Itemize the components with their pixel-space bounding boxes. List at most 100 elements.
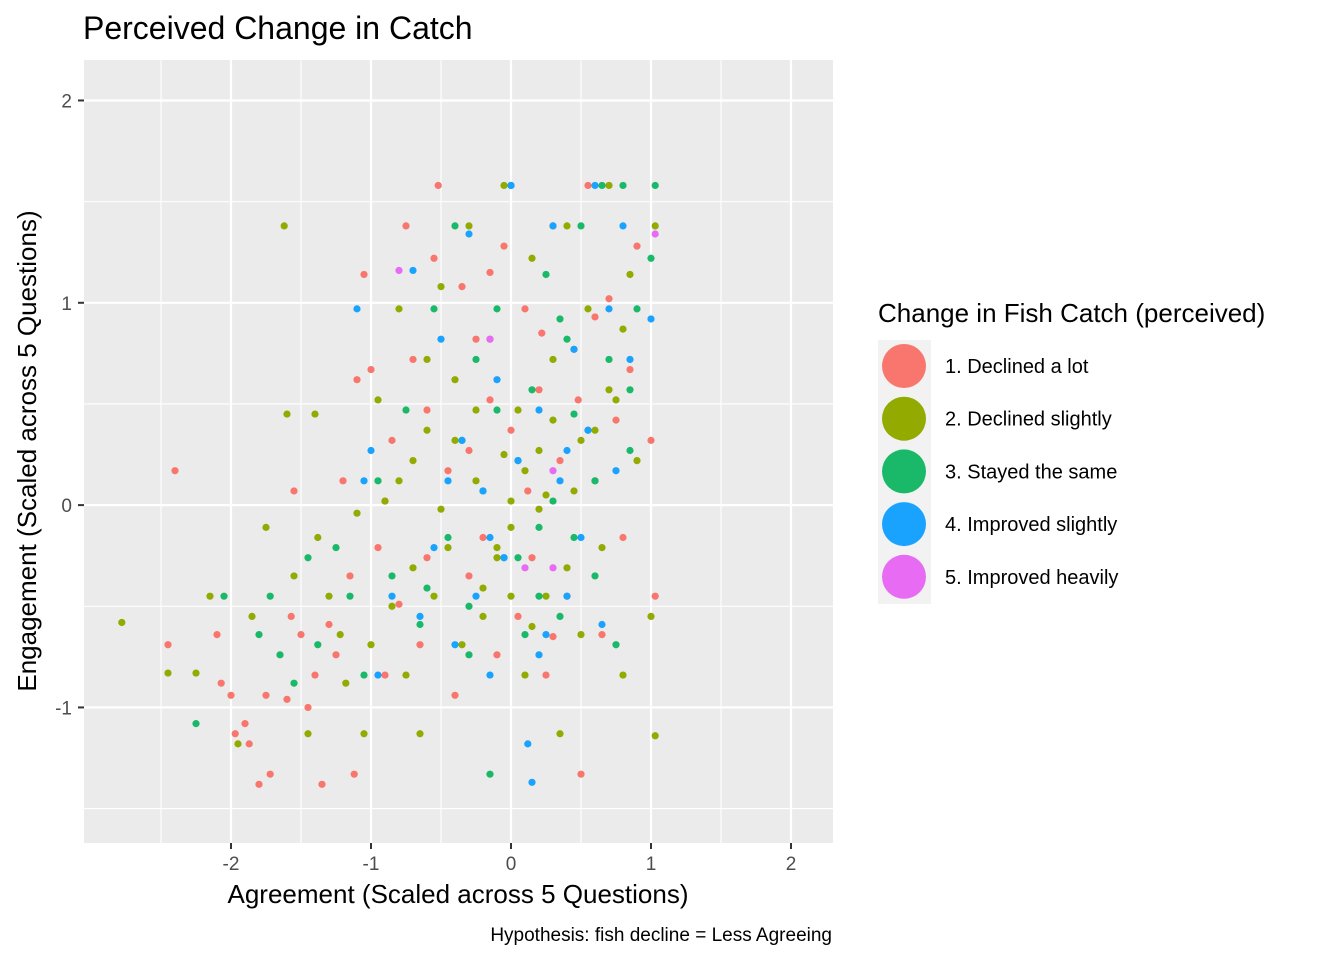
scatter-point — [248, 612, 256, 620]
scatter-point — [353, 509, 361, 517]
scatter-point — [367, 641, 375, 649]
scatter-point — [535, 505, 543, 513]
scatter-point — [451, 691, 459, 699]
scatter-point — [444, 477, 452, 485]
scatter-point — [283, 695, 291, 703]
scatter-point — [479, 487, 487, 495]
scatter-point — [570, 410, 578, 418]
scatter-point — [192, 720, 200, 728]
scatter-point — [535, 592, 543, 600]
scatter-point — [619, 222, 627, 230]
scatter-point — [591, 313, 599, 321]
scatter-point — [535, 406, 543, 414]
scatter-point — [651, 181, 659, 190]
scatter-point — [479, 533, 487, 542]
scatter-point — [437, 283, 445, 291]
scatter-point — [570, 533, 578, 542]
scatter-point — [374, 396, 382, 404]
scatter-point — [626, 386, 634, 394]
scatter-point — [549, 564, 557, 572]
scatter-point — [542, 631, 550, 639]
scatter-point — [651, 592, 659, 600]
scatter-point — [290, 679, 298, 687]
scatter-point — [437, 505, 445, 513]
scatter-point — [514, 554, 522, 562]
scatter-point — [556, 315, 564, 323]
scatter-point — [633, 457, 641, 465]
scatter-point — [535, 651, 543, 659]
y-axis: -1 0 1 2 — [55, 91, 84, 719]
y-tick-label: 2 — [61, 91, 72, 112]
scatter-point — [402, 222, 410, 230]
legend-key-2 — [882, 396, 926, 441]
scatter-point — [570, 487, 578, 495]
scatter-point — [528, 622, 536, 631]
scatter-point — [500, 450, 508, 459]
scatter-point — [549, 497, 557, 505]
scatter-point — [507, 523, 515, 531]
series-2 — [118, 181, 659, 748]
scatter-point — [374, 477, 382, 485]
scatter-point — [577, 533, 585, 542]
scatter-point — [325, 620, 333, 629]
scatter-point — [651, 222, 659, 230]
legend: Change in Fish Catch (perceived) 1. Decl… — [878, 298, 1265, 604]
scatter-point — [409, 355, 417, 364]
legend-key-4 — [882, 502, 926, 547]
scatter-point — [651, 230, 659, 238]
scatter-point — [423, 406, 431, 414]
scatter-point — [651, 732, 659, 740]
scatter-point — [521, 305, 529, 313]
scatter-point — [633, 242, 641, 250]
scatter-point — [647, 315, 655, 323]
scatter-point — [598, 620, 606, 629]
scatter-point — [563, 335, 571, 343]
scatter-point — [388, 592, 396, 600]
scatter-point — [255, 631, 263, 639]
plot-panel — [84, 60, 833, 843]
scatter-point — [367, 365, 375, 374]
scatter-point — [584, 305, 592, 313]
scatter-point — [472, 355, 480, 364]
scatter-point — [619, 181, 627, 190]
scatter-point — [360, 270, 368, 279]
scatter-point — [563, 592, 571, 600]
scatter-point — [451, 436, 459, 444]
scatter-point — [314, 533, 322, 542]
scatter-point — [549, 416, 557, 424]
scatter-point — [619, 671, 627, 679]
scatter-point — [514, 612, 522, 620]
x-tick-label: 2 — [786, 854, 797, 875]
scatter-point — [297, 631, 305, 639]
scatter-point — [493, 651, 501, 659]
scatter-point — [458, 641, 466, 649]
scatter-point — [493, 554, 501, 562]
scatter-point — [563, 564, 571, 572]
scatter-point — [577, 222, 585, 230]
scatter-point — [192, 669, 200, 677]
scatter-point — [556, 730, 564, 738]
y-axis-title: Engagement (Scaled across 5 Questions) — [12, 210, 42, 691]
scatter-point — [528, 386, 536, 394]
scatter-point — [521, 631, 529, 639]
legend-label-1: 1. Declined a lot — [945, 356, 1089, 378]
scatter-point — [283, 410, 291, 418]
scatter-point — [423, 426, 431, 434]
scatter-point — [598, 181, 606, 190]
scatter-point — [528, 554, 536, 562]
scatter-point — [451, 376, 459, 384]
scatter-point — [612, 416, 620, 424]
scatter-point — [500, 554, 508, 562]
scatter-point — [612, 641, 620, 649]
scatter-point — [304, 554, 312, 562]
scatter-point — [605, 305, 613, 313]
scatter-point — [409, 457, 417, 465]
scatter-point — [598, 544, 606, 552]
scatter-point — [290, 572, 298, 580]
scatter-point — [395, 305, 403, 313]
scatter-point — [486, 533, 494, 542]
scatter-point — [423, 584, 431, 592]
scatter-point — [563, 446, 571, 455]
scatter-point — [524, 740, 532, 748]
